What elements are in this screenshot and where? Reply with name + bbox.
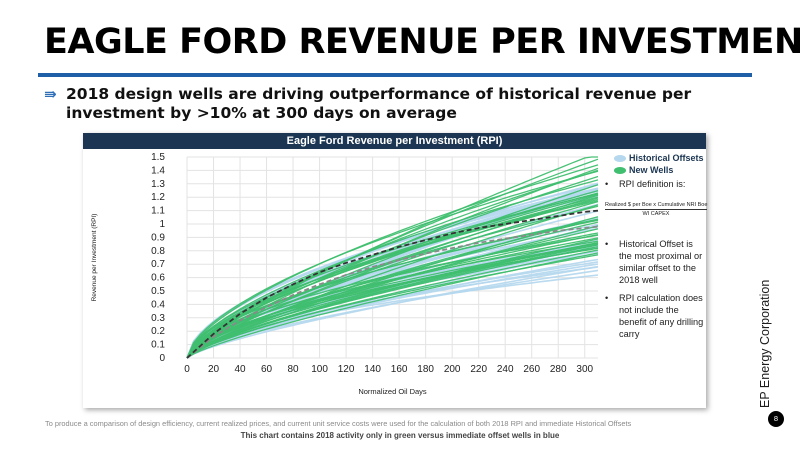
y-tick-label: 1.3: [151, 179, 165, 190]
x-tick-label: 100: [311, 364, 328, 375]
footnote: To produce a comparison of design effici…: [45, 419, 632, 428]
new-well-curve: [186, 192, 599, 359]
new-wells-average-line: [186, 209, 599, 359]
formula-denominator: WI CAPEX: [642, 211, 670, 217]
y-tick-label: 1.4: [151, 165, 165, 176]
new-well-curve: [186, 240, 599, 359]
x-tick-label: 180: [417, 364, 434, 375]
title-underline: [38, 73, 752, 77]
x-tick-label: 300: [576, 364, 593, 375]
rpi-formula: Realized $ per Boe x Cumulative NRI Boe …: [605, 202, 707, 217]
company-name: EP Energy Corporation: [758, 279, 772, 408]
x-tick-label: 80: [288, 364, 300, 375]
rpi-chart: Eagle Ford Revenue per Investment (RPI) …: [83, 133, 707, 408]
headline-text: 2018 design wells are driving outperform…: [66, 85, 692, 122]
note-rpi-definition: RPI definition is:: [619, 179, 686, 189]
y-tick-label: 0.6: [151, 273, 165, 284]
chart-plot: 0 20 40 60 80 100 120 140 160 180 200 220 240 260 280 3…: [91, 152, 599, 396]
formula-numerator: Realized $ per Boe x Cumulative NRI Boe: [605, 202, 708, 210]
y-tick-label: 0.2: [151, 326, 165, 337]
legend-swatch-historical: [614, 155, 626, 162]
new-well-curve: [186, 245, 599, 359]
new-well-curve: [186, 184, 599, 359]
y-axis-label: Revenue per Investment (RPI): [91, 214, 98, 302]
note-historical-offset: Historical Offset is the most proximal o…: [619, 239, 703, 285]
y-tick-label: 0.3: [151, 313, 165, 324]
new-well-curve: [186, 247, 599, 359]
y-tick-label: 0.4: [151, 299, 165, 310]
note-drilling-carry: RPI calculation does not include the ben…: [619, 293, 704, 339]
new-well-curve: [186, 170, 599, 359]
x-tick-label: 140: [364, 364, 381, 375]
y-tick-label: 1.2: [151, 192, 165, 203]
legend-label-new-wells: New Wells: [629, 165, 674, 175]
y-tick-label: 1.1: [151, 206, 165, 217]
x-tick-label: 120: [338, 364, 355, 375]
y-tick-label: 0.9: [151, 232, 165, 243]
x-tick-label: 220: [470, 364, 487, 375]
chart-title: Eagle Ford Revenue per Investment (RPI): [83, 133, 706, 149]
x-tick-label: 20: [208, 364, 220, 375]
y-tick-label: 1: [159, 219, 165, 230]
x-axis-label: Normalized Oil Days: [358, 387, 427, 396]
x-tick-label: 0: [184, 364, 190, 375]
new-well-curve: [186, 200, 599, 359]
legend-label-historical: Historical Offsets: [629, 153, 704, 163]
double-arrow-icon: ⇛: [44, 85, 57, 103]
y-tick-label: 0: [159, 353, 165, 364]
y-tick-label: 0.5: [151, 286, 165, 297]
y-tick-label: 0.8: [151, 246, 165, 257]
slide-title: EAGLE FORD REVENUE PER INVESTMENT: [44, 22, 800, 62]
x-tick-label: 160: [391, 364, 408, 375]
y-tick-label: 0.1: [151, 340, 165, 351]
x-tick-label: 240: [497, 364, 514, 375]
new-well-curve: [186, 237, 599, 359]
x-tick-label: 200: [444, 364, 461, 375]
x-tick-label: 60: [261, 364, 273, 375]
x-tick-label: 40: [234, 364, 246, 375]
x-tick-label: 260: [523, 364, 540, 375]
legend-swatch-new-wells: [614, 167, 626, 174]
y-tick-label: 0.7: [151, 259, 165, 270]
historical-average-line: [186, 225, 599, 359]
new-well-curve: [186, 249, 599, 359]
new-well-curve: [186, 156, 598, 359]
chart-caption: This chart contains 2018 activity only i…: [240, 431, 560, 440]
new-well-curve: [186, 164, 599, 359]
new-well-curve: [186, 218, 599, 359]
new-well-curve: [186, 252, 599, 359]
y-tick-label: 1.5: [151, 152, 165, 163]
new-well-curve: [186, 169, 599, 359]
page-number: 8: [768, 411, 784, 427]
x-tick-label: 280: [550, 364, 567, 375]
